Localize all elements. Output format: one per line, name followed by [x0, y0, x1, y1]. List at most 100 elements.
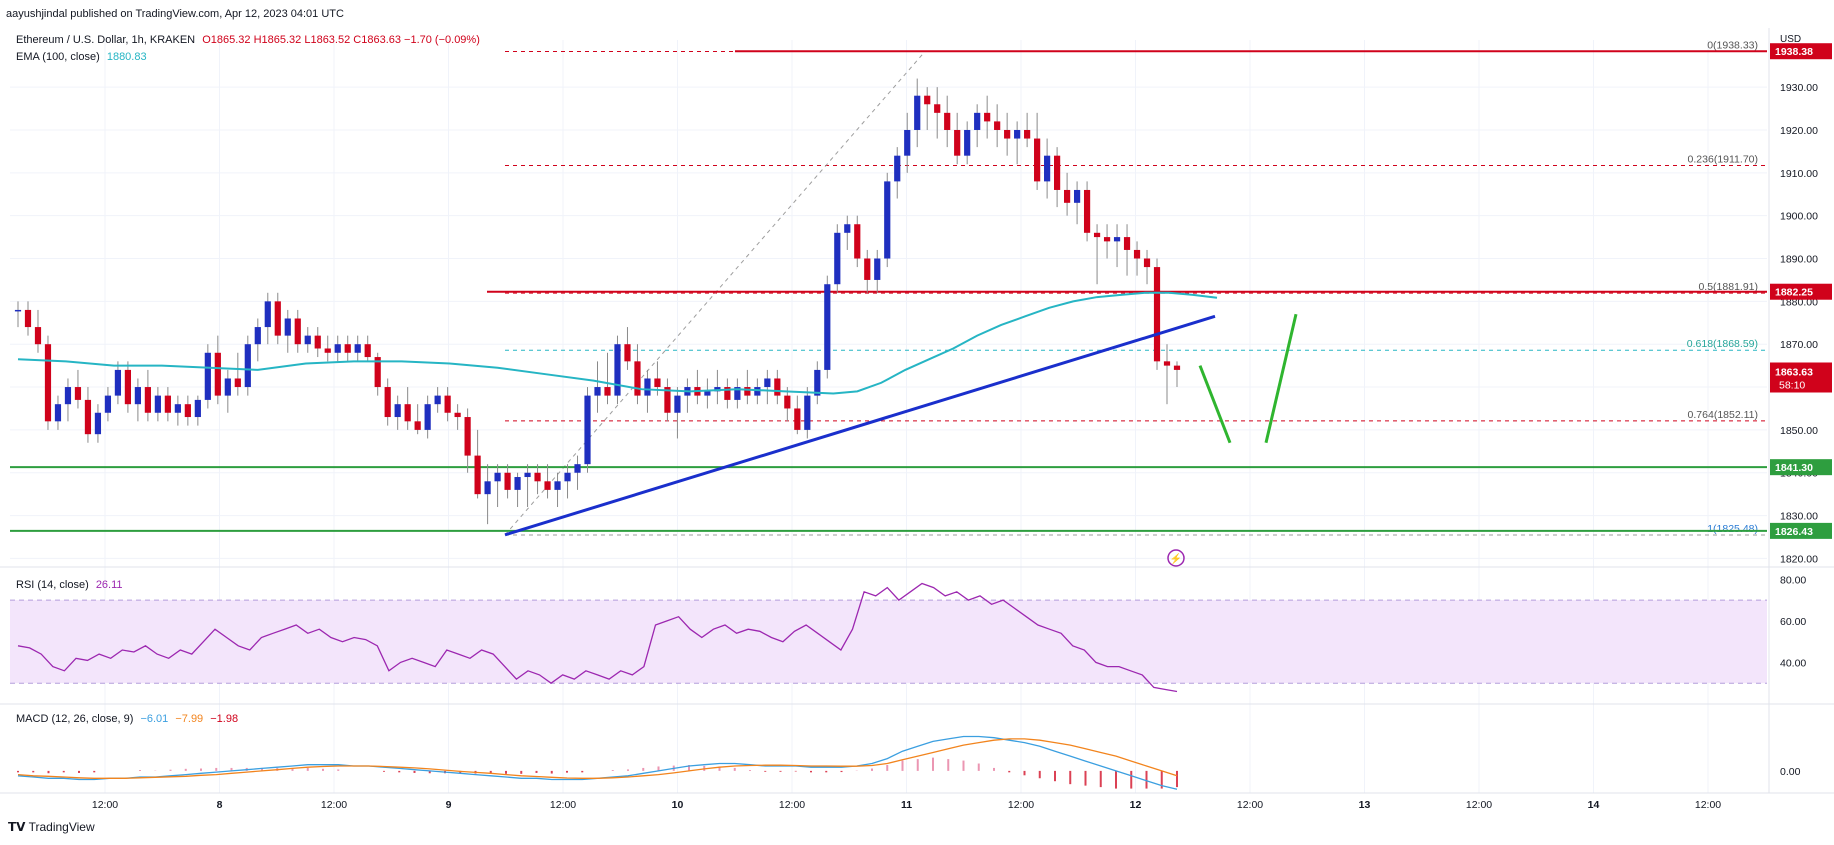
candle-body: [114, 369, 122, 396]
candle-body: [244, 344, 251, 388]
candle-body: [484, 481, 491, 495]
fib-label: 0.618(1868.59): [1687, 338, 1758, 350]
candle-body: [784, 395, 791, 409]
candle-body: [1113, 237, 1121, 242]
event-bolt-icon: ⚡: [1170, 552, 1182, 565]
level-badge-bg: [1770, 43, 1832, 60]
candle-body: [324, 348, 331, 353]
last-price-badge-bg: [1770, 362, 1832, 393]
candle-body: [434, 395, 441, 405]
time-tick-label: 12: [1130, 799, 1142, 811]
candle-body: [334, 344, 341, 353]
symbol-name: Ethereum / U.S. Dollar, 1h, KRAKEN: [16, 34, 196, 46]
candle-body: [614, 344, 621, 396]
level-badge-bg: [1770, 459, 1832, 476]
price-tick-label: 1930.00: [1780, 82, 1818, 94]
candle-body: [474, 455, 481, 495]
candle-body: [914, 95, 921, 130]
candle-body: [1153, 267, 1161, 362]
candle-body: [894, 155, 901, 182]
candle-body: [394, 404, 401, 418]
candle-body: [1143, 258, 1151, 268]
candle-body: [1004, 129, 1011, 139]
candle-body: [904, 129, 911, 156]
event-icon: [1167, 549, 1185, 567]
candle-body: [284, 318, 291, 336]
symbol-ohlc: O1865.32 H1865.32 L1863.52 C1863.63 −1.7…: [202, 34, 480, 46]
publisher-line: aayushjindal published on TradingView.co…: [6, 8, 344, 20]
fib-label: 1(1825.48): [1707, 523, 1758, 535]
level-badge-bg: [1770, 522, 1832, 539]
macd-legend-v3: −1.98: [210, 713, 239, 725]
candle-body: [774, 378, 781, 396]
candle-body: [604, 387, 611, 396]
rsi-legend-value: 26.11: [95, 579, 123, 591]
candle-body: [364, 344, 371, 358]
candle-body: [594, 387, 601, 396]
candle-body: [744, 387, 751, 396]
candle-body: [524, 472, 531, 478]
candle-body: [404, 404, 411, 422]
price-tick-label: 1870.00: [1780, 339, 1818, 351]
candle-body: [1163, 361, 1171, 366]
price-tick-label: 1830.00: [1780, 511, 1818, 523]
candle-body: [454, 412, 461, 418]
candle-body: [1054, 155, 1061, 190]
rsi-legend: RSI (14, close) 26.11: [16, 579, 123, 591]
candle-body: [834, 232, 841, 285]
macd-tick-label: 0.00: [1780, 766, 1801, 778]
candle-body: [444, 395, 451, 413]
level-badge-bg: [1770, 283, 1832, 300]
candle-body: [294, 318, 301, 345]
candle-body: [134, 387, 141, 405]
candle-body: [1034, 138, 1041, 182]
rsi-line: [17, 582, 1178, 693]
candle-body: [34, 327, 42, 345]
time-tick-label: 12:00: [321, 799, 347, 811]
symbol-legend: Ethereum / U.S. Dollar, 1h, KRAKEN O1865…: [16, 34, 480, 46]
projection-down: [1198, 365, 1232, 444]
time-tick-label: 8: [217, 799, 223, 811]
candle-body: [174, 404, 181, 413]
candle-body: [164, 395, 171, 413]
ema-legend: EMA (100, close) 1880.83: [16, 51, 147, 63]
candle-body: [664, 387, 671, 413]
candle-body: [74, 387, 82, 400]
candle-body: [1083, 189, 1091, 233]
candle-body: [314, 335, 321, 349]
candle-body: [184, 404, 191, 418]
candle-body: [654, 378, 661, 388]
level-badge: 1826.43: [1775, 526, 1813, 538]
candle-body: [734, 387, 741, 400]
price-tick-label: 1910.00: [1780, 168, 1818, 180]
ema-line: [17, 291, 1218, 395]
last-price-badge: 1863.63: [1775, 366, 1813, 378]
candle-body: [764, 378, 771, 388]
candle-body: [84, 399, 92, 435]
candle-body: [224, 378, 231, 396]
time-tick-label: 12:00: [1237, 799, 1263, 811]
candle-body: [304, 335, 311, 345]
candle-body: [934, 104, 941, 113]
macd-legend: MACD (12, 26, close, 9) −6.01 −7.99 −1.9…: [16, 713, 238, 725]
candle-body: [534, 472, 541, 482]
trendline: [504, 314, 1216, 537]
candle-body: [864, 258, 871, 280]
rsi-band: [10, 600, 1767, 684]
candle-body: [374, 357, 381, 388]
projection-up: [1264, 313, 1298, 444]
macd-line: [17, 735, 1178, 790]
candle-body: [24, 309, 32, 328]
candle-body: [424, 404, 431, 430]
candle-body: [554, 481, 561, 490]
fib-diagonal: [504, 51, 926, 536]
ema-legend-label: EMA (100, close): [16, 51, 100, 63]
time-tick-label: 12:00: [1008, 799, 1034, 811]
tradingview-brand-text: TradingView: [28, 820, 95, 834]
last-price-countdown: 58:10: [1779, 379, 1805, 391]
time-tick-label: 12:00: [550, 799, 576, 811]
fib-label: 0(1938.33): [1707, 39, 1758, 51]
candle-body: [924, 95, 931, 105]
time-tick-label: 11: [901, 799, 912, 811]
